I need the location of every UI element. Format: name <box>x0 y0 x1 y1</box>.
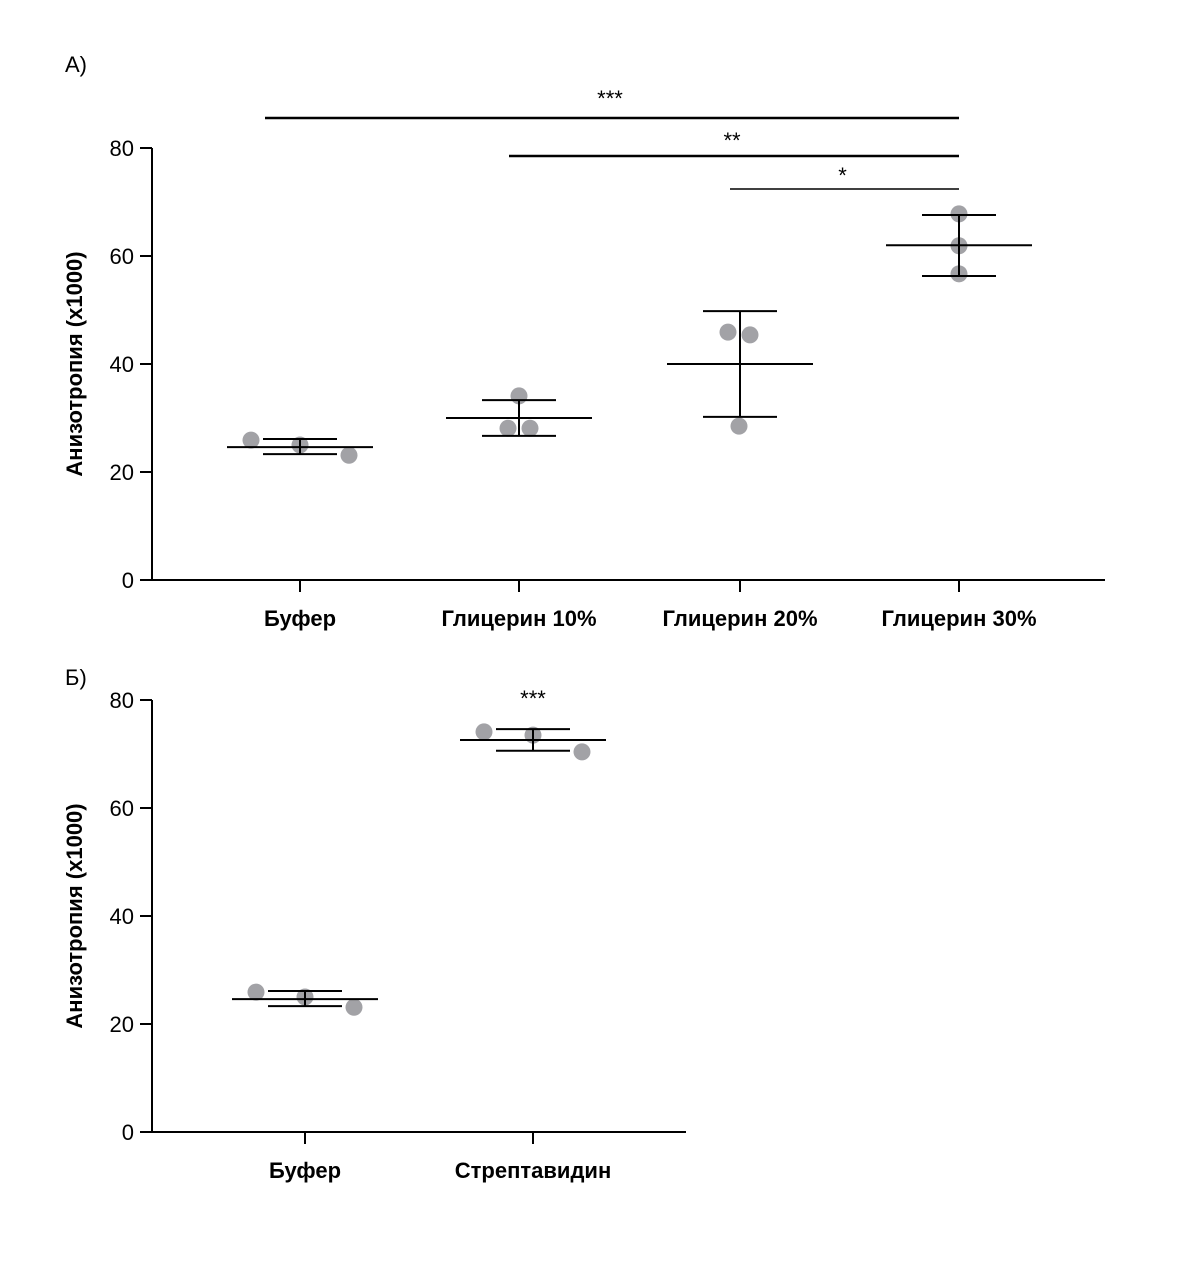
x-tick-label: Глицерин 30% <box>881 606 1036 631</box>
y-tick-label: 0 <box>122 1120 134 1145</box>
data-point <box>242 431 260 449</box>
significance-label: * <box>838 163 847 188</box>
y-tick-label: 80 <box>110 688 134 713</box>
x-tick-label: Стрептавидин <box>455 1158 611 1183</box>
y-axis-label: Анизотропия (x1000) <box>62 803 87 1028</box>
y-tick-label: 20 <box>110 1012 134 1037</box>
data-point <box>475 723 493 741</box>
y-tick-label: 80 <box>110 136 134 161</box>
panel-label: А) <box>65 52 87 77</box>
data-point <box>247 983 265 1001</box>
data-point <box>499 419 517 437</box>
panel-label: Б) <box>65 665 87 690</box>
significance-label: ** <box>723 128 741 153</box>
significance-label: *** <box>597 86 623 111</box>
y-tick-label: 60 <box>110 244 134 269</box>
data-point <box>741 326 759 344</box>
data-point <box>340 446 358 464</box>
y-tick-label: 20 <box>110 460 134 485</box>
x-tick-label: Буфер <box>264 606 336 631</box>
y-tick-label: 0 <box>122 568 134 593</box>
significance-label: *** <box>520 686 546 711</box>
x-tick-label: Буфер <box>269 1158 341 1183</box>
y-axis-label: Анизотропия (x1000) <box>62 251 87 476</box>
data-point <box>719 323 737 341</box>
y-tick-label: 40 <box>110 352 134 377</box>
y-tick-label: 60 <box>110 796 134 821</box>
y-tick-label: 40 <box>110 904 134 929</box>
data-point <box>521 419 539 437</box>
data-point <box>573 743 591 761</box>
x-tick-label: Глицерин 10% <box>441 606 596 631</box>
x-tick-label: Глицерин 20% <box>662 606 817 631</box>
data-point <box>345 998 363 1016</box>
data-point <box>730 417 748 435</box>
data-point <box>950 205 968 223</box>
